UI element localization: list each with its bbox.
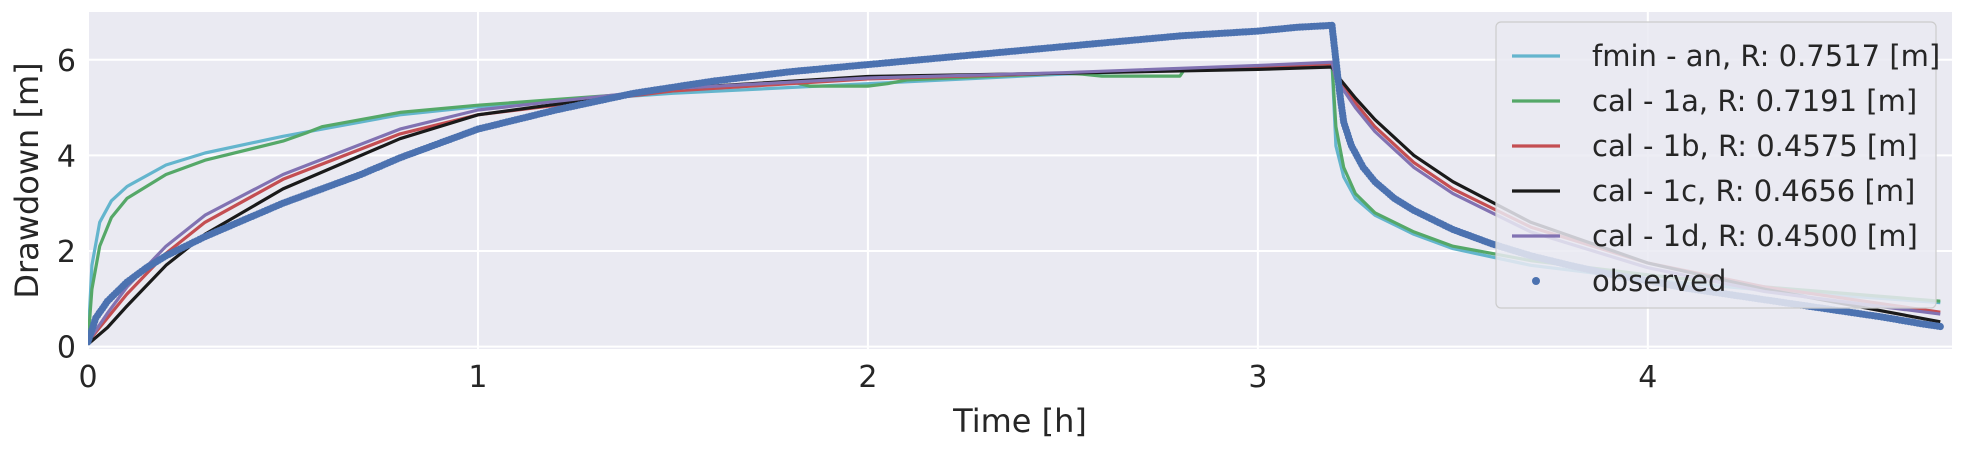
series-line-4 — [88, 60, 1941, 343]
x-tick-label: 3 — [1248, 360, 1267, 395]
y-tick-label: 0 — [57, 331, 76, 366]
series-line-1 — [88, 61, 1941, 342]
observed-point — [1936, 322, 1944, 331]
y-axis-label: Drawdown [m] — [8, 62, 46, 298]
plot-area — [88, 21, 1944, 346]
y-tick-label: 2 — [57, 235, 76, 270]
y-tick-label: 6 — [57, 44, 76, 79]
y-tick-label: 4 — [57, 139, 76, 174]
series-lines — [88, 60, 1941, 346]
x-tick-label: 0 — [78, 360, 97, 395]
x-tick-label: 2 — [858, 360, 877, 395]
x-tick-label: 1 — [468, 360, 487, 395]
x-tick-label: 4 — [1638, 360, 1657, 395]
y-tick-labels: 0 2 4 6 — [57, 44, 76, 366]
legend-swatch — [1532, 277, 1540, 285]
legend-label: cal - 1a, R: 0.7191 [m] — [1592, 84, 1917, 118]
x-axis-label: Time [h] — [952, 402, 1087, 440]
legend: fmin - an, R: 0.7517 [m] cal - 1a, R: 0.7… — [1495, 21, 1940, 309]
legend-label: cal - 1c, R: 0.4656 [m] — [1592, 174, 1915, 208]
legend-label: observed — [1592, 264, 1726, 298]
legend-label: cal - 1b, R: 0.4575 [m] — [1592, 129, 1918, 163]
legend-label: fmin - an, R: 0.7517 [m] — [1592, 39, 1940, 73]
x-tick-labels: 0 1 2 3 4 — [78, 360, 1657, 395]
legend-label: cal - 1d, R: 0.4500 [m] — [1592, 219, 1918, 253]
legend-frame — [1495, 21, 1937, 309]
